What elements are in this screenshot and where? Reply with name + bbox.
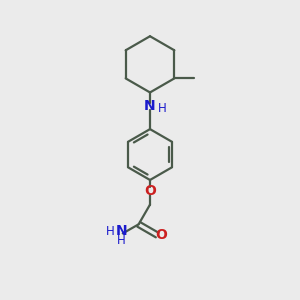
Text: H: H bbox=[106, 225, 114, 238]
Text: N: N bbox=[143, 99, 155, 113]
Text: N: N bbox=[116, 224, 127, 238]
Text: H: H bbox=[117, 234, 126, 248]
Text: O: O bbox=[144, 184, 156, 198]
Text: O: O bbox=[155, 228, 167, 242]
Text: H: H bbox=[158, 102, 167, 115]
